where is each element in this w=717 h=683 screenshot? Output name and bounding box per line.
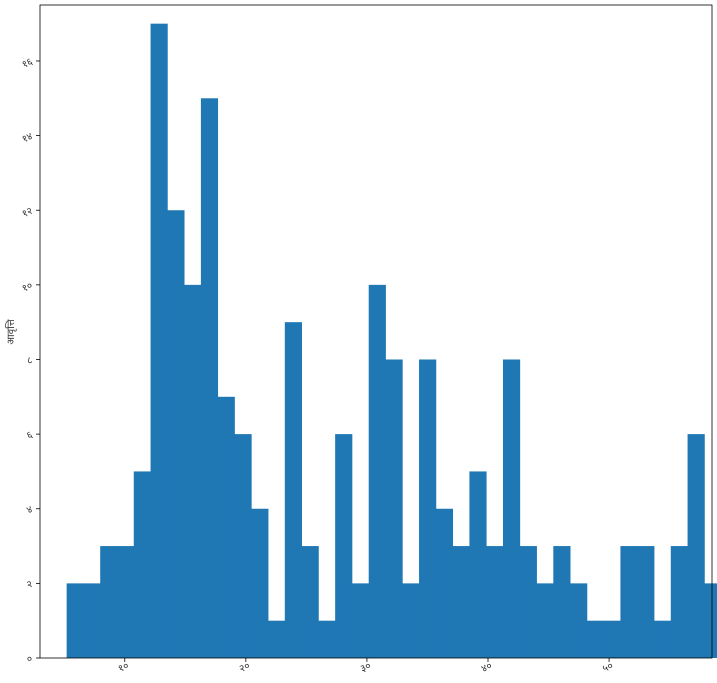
x-tick-label: २०: [238, 661, 252, 675]
histogram-bar: [670, 546, 688, 658]
histogram-bar: [519, 546, 537, 658]
bars-group: [66, 23, 717, 659]
histogram-bar: [318, 620, 336, 658]
x-tick-label: ३०: [359, 661, 373, 675]
histogram-bar: [83, 583, 101, 658]
histogram-bar: [351, 583, 370, 658]
histogram-bar: [687, 434, 705, 658]
y-tick-label: १०: [20, 280, 34, 294]
histogram-bar: [368, 284, 386, 658]
histogram-bar: [167, 210, 185, 659]
histogram-bar: [100, 546, 118, 658]
histogram-bar: [268, 620, 286, 658]
histogram-bar: [133, 471, 151, 658]
histogram-bar: [66, 583, 84, 658]
histogram-bar: [217, 396, 235, 658]
x-tick-label: १०: [117, 661, 131, 675]
histogram-bar: [586, 620, 605, 658]
histogram-bar: [620, 546, 638, 658]
histogram-bar: [570, 583, 588, 658]
y-tick-label: ८: [25, 355, 34, 367]
y-tick-label: ६: [25, 430, 34, 442]
y-tick-label: १६: [20, 56, 34, 70]
plot-frame: [39, 4, 713, 659]
histogram-bar: [301, 546, 319, 658]
histogram-bar: [234, 434, 252, 658]
histogram-bar: [502, 359, 521, 658]
histogram-bar: [469, 471, 487, 658]
histogram-bar: [435, 508, 454, 658]
histogram-bar: [335, 434, 353, 658]
y-axis-ticks: ० २ ४ ६ ८ १० १२ १४ १६: [20, 56, 40, 666]
histogram-bar: [452, 546, 470, 658]
histogram-bar: [536, 583, 554, 658]
histogram-bar: [402, 583, 420, 658]
histogram-bar: [150, 23, 168, 659]
y-tick-label: ४: [25, 504, 34, 516]
histogram-bar: [385, 359, 403, 658]
histogram-bar: [637, 546, 655, 658]
histogram-bar: [116, 546, 135, 658]
y-tick-label: ०: [25, 653, 34, 665]
histogram-bar: [419, 359, 437, 658]
histogram-bar: [284, 322, 302, 658]
x-tick-label: ५०: [601, 661, 615, 675]
y-tick-label: १४: [20, 131, 34, 145]
y-tick-label: १२: [20, 206, 34, 220]
histogram-bar: [553, 546, 571, 658]
histogram-bar: [704, 583, 717, 658]
y-tick-label: २: [25, 579, 34, 591]
histogram-bar: [251, 508, 269, 658]
x-tick-label: ४०: [480, 661, 494, 675]
x-axis-ticks: १०२०३०४०५०६०: [117, 658, 615, 675]
histogram-bar: [603, 620, 621, 658]
histogram-bar: [184, 284, 202, 658]
histogram-bar: [200, 98, 219, 659]
histogram-bar: [654, 620, 672, 658]
histogram-bar: [486, 546, 504, 658]
y-axis-label: आवृत्ति: [5, 318, 17, 344]
